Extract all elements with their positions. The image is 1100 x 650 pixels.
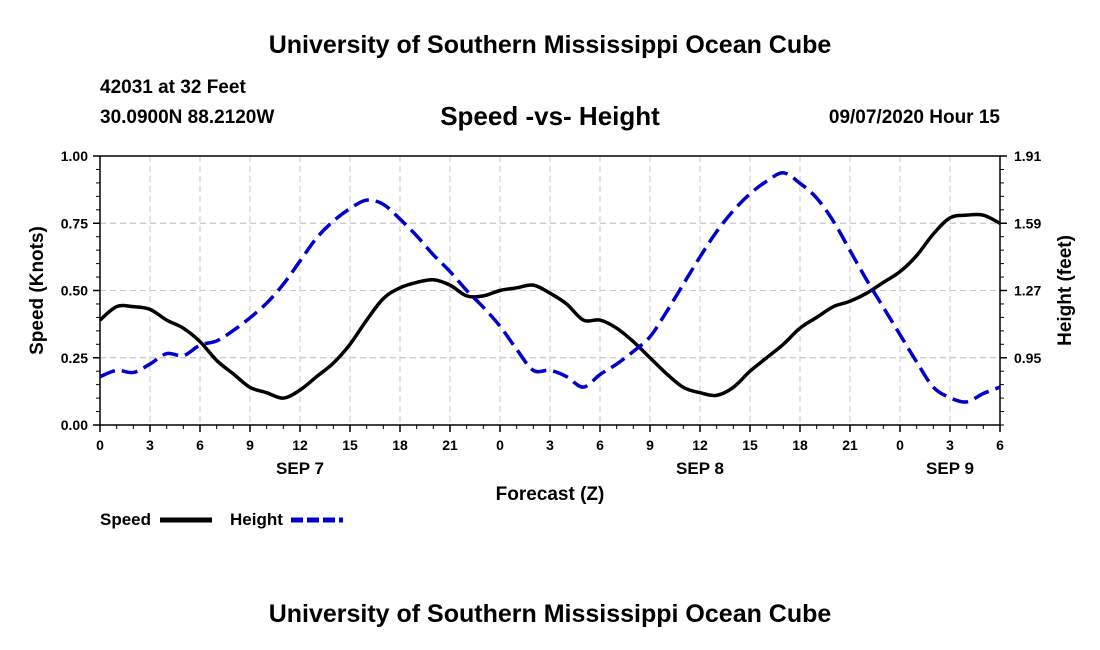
- x-tick-label: 6: [196, 437, 204, 453]
- date-label: SEP 9: [926, 459, 974, 478]
- coordinates-label: 30.0900N 88.2120W: [100, 107, 275, 128]
- y-axis-title: Speed (Knots): [27, 226, 48, 355]
- x-tick-label: 12: [292, 437, 308, 453]
- page-title: University of Southern Mississippi Ocean…: [268, 31, 832, 59]
- x-tick-label: 3: [946, 437, 954, 453]
- speed-series-line: [98, 212, 1001, 400]
- y-tick-label: 0.50: [61, 283, 88, 299]
- x-tick-label: 21: [842, 437, 858, 453]
- y-tick-label: 1.00: [61, 148, 88, 164]
- date-label: SEP 8: [676, 459, 724, 478]
- y2-tick-label: 1.27: [1014, 283, 1041, 299]
- y2-axis-title: Height (feet): [1055, 235, 1076, 346]
- height-series-line: [99, 171, 1001, 404]
- date-label: SEP 7: [276, 459, 324, 478]
- forecast-datetime: 09/07/2020 Hour 15: [828, 107, 1000, 128]
- station-label: 42031 at 32 Feet: [100, 77, 246, 98]
- x-tick-label: 9: [646, 437, 654, 453]
- series-layer: [98, 171, 1001, 404]
- x-tick-label: 0: [496, 437, 504, 453]
- y-tick-label: 0.75: [61, 215, 88, 231]
- y-tick-label: 0.25: [61, 350, 88, 366]
- x-axis-title: Forecast (Z): [496, 484, 605, 505]
- x-tick-label: 18: [792, 437, 808, 453]
- y2-tick-label: 1.59: [1014, 215, 1041, 231]
- x-tick-label: 15: [342, 437, 358, 453]
- y2-tick-label: 0.95: [1014, 350, 1041, 366]
- x-tick-label: 12: [692, 437, 708, 453]
- footer-title: University of Southern Mississippi Ocean…: [268, 600, 832, 628]
- x-tick-label: 15: [742, 437, 758, 453]
- x-tick-label: 3: [146, 437, 154, 453]
- x-tick-label: 18: [392, 437, 408, 453]
- legend-label-height: Height: [230, 510, 283, 529]
- y2-tick-label: 1.91: [1014, 148, 1041, 164]
- x-tick-label: 6: [596, 437, 604, 453]
- x-tick-label: 21: [442, 437, 458, 453]
- chart-subtitle: Speed -vs- Height: [440, 101, 660, 131]
- x-tick-label: 3: [546, 437, 554, 453]
- x-tick-label: 6: [996, 437, 1004, 453]
- grid-layer: [99, 155, 1001, 426]
- axis-layer: 0 3 6 9 12 15 18 21 0 3 6 9 12 15 18 21 0 3 6 SEP 7 SEP 8 SEP…: [27, 148, 1076, 505]
- legend-label-speed: Speed: [100, 510, 151, 529]
- y-tick-label: 0.00: [61, 417, 88, 433]
- x-tick-label: 9: [246, 437, 254, 453]
- x-tick-label: 0: [896, 437, 904, 453]
- legend: Speed Height: [100, 510, 343, 529]
- x-tick-label: 0: [96, 437, 104, 453]
